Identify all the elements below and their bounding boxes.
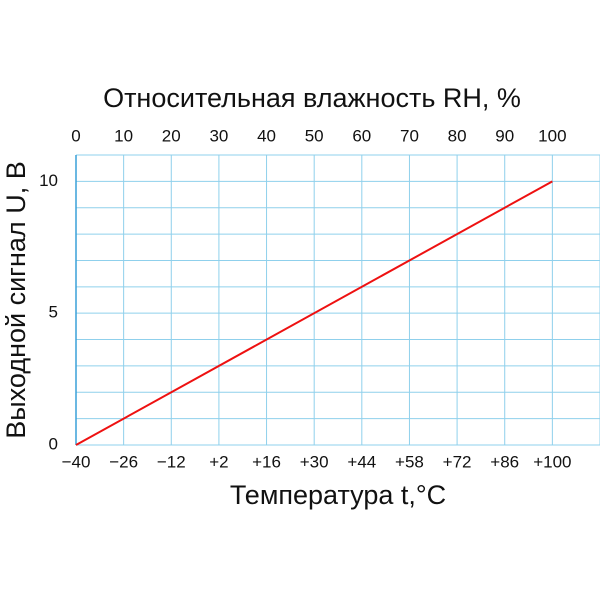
x-tick-label: 70 <box>400 126 419 145</box>
x-tick-label: 80 <box>448 126 467 145</box>
x-tick-label: 0 <box>71 126 80 145</box>
x2-tick-label: +44 <box>347 452 376 471</box>
y-tick-label: 10 <box>39 171 58 190</box>
x2-tick-label: −26 <box>109 452 138 471</box>
x2-tick-label: +58 <box>395 452 424 471</box>
chart-title: Относительная влажность RH, % <box>103 83 521 113</box>
x2-tick-label: +2 <box>209 452 228 471</box>
y-tick-label: 0 <box>49 434 58 453</box>
x2-tick-label: +72 <box>443 452 472 471</box>
x-tick-label: 100 <box>538 126 566 145</box>
x-tick-label: 40 <box>257 126 276 145</box>
y-axis-label: Выходной сигнал U, В <box>1 161 31 438</box>
x-tick-label: 20 <box>162 126 181 145</box>
x2-tick-label: +86 <box>490 452 519 471</box>
x-tick-label: 30 <box>209 126 228 145</box>
x2-tick-label: −12 <box>157 452 186 471</box>
x-tick-label: 60 <box>352 126 371 145</box>
x2-tick-label: +16 <box>252 452 281 471</box>
x2-axis-label: Температура t,°С <box>230 480 446 510</box>
x2-tick-label: −40 <box>62 452 91 471</box>
y-tick-label: 5 <box>49 303 58 322</box>
x-tick-label: 90 <box>495 126 514 145</box>
x-tick-label: 50 <box>305 126 324 145</box>
data-line <box>75 180 553 446</box>
x2-tick-label: +30 <box>300 452 329 471</box>
x2-tick-label: +100 <box>533 452 571 471</box>
x-tick-label: 10 <box>114 126 133 145</box>
